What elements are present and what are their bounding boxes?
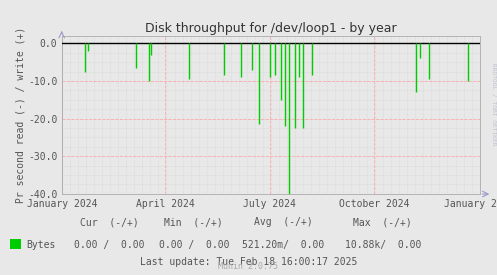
Text: Max  (-/+): Max (-/+): [353, 217, 412, 227]
Text: Avg  (-/+): Avg (-/+): [254, 217, 313, 227]
Text: Cur  (-/+): Cur (-/+): [80, 217, 139, 227]
Text: 0.00 /  0.00: 0.00 / 0.00: [74, 240, 145, 251]
Text: Min  (-/+): Min (-/+): [165, 217, 223, 227]
Text: Munin 2.0.75: Munin 2.0.75: [219, 262, 278, 271]
Text: RRDTOOL / TOBI OETIKER: RRDTOOL / TOBI OETIKER: [491, 63, 496, 146]
Text: Last update: Tue Feb 18 16:00:17 2025: Last update: Tue Feb 18 16:00:17 2025: [140, 257, 357, 266]
Text: 0.00 /  0.00: 0.00 / 0.00: [159, 240, 229, 251]
Y-axis label: Pr second read (-) / write (+): Pr second read (-) / write (+): [15, 27, 25, 203]
Text: 10.88k/  0.00: 10.88k/ 0.00: [344, 240, 421, 251]
Text: 521.20m/  0.00: 521.20m/ 0.00: [242, 240, 325, 251]
Text: Bytes: Bytes: [26, 240, 55, 251]
Title: Disk throughput for /dev/loop1 - by year: Disk throughput for /dev/loop1 - by year: [145, 21, 397, 35]
